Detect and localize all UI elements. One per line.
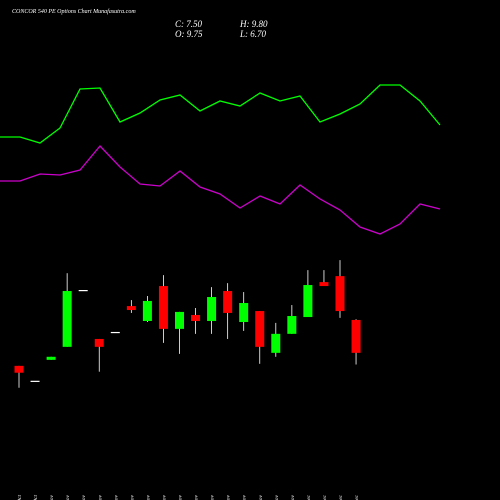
candle-body xyxy=(30,380,40,382)
x-tick-label: 07 Nov xyxy=(81,494,87,500)
candle-body xyxy=(335,276,345,312)
x-tick-label: 02 Dec xyxy=(322,494,328,500)
candle-body xyxy=(14,365,24,373)
open-label: O: 9.75 xyxy=(175,29,203,39)
candle-body xyxy=(319,282,329,287)
x-tick-label: 25 Nov xyxy=(242,494,248,500)
candle-body xyxy=(158,286,168,329)
candle-body xyxy=(175,311,184,329)
candle-body xyxy=(207,297,217,321)
indicator-line xyxy=(0,84,441,144)
x-tick-label: 14 Nov xyxy=(128,494,135,500)
x-tick-label: 03 Dec xyxy=(338,494,344,500)
low-label: L: 6.70 xyxy=(239,29,267,39)
x-tick-label: 04 Nov xyxy=(48,494,55,500)
x-tick-label: 04 Dec xyxy=(353,494,360,500)
candle-body xyxy=(110,331,120,334)
candle-body xyxy=(126,306,136,311)
chart-title: CONCOR 540 PE Options Chart Munafasutra.… xyxy=(12,8,136,15)
x-tick-label: 29 Oct xyxy=(17,495,23,500)
x-tick-label: 21 Nov xyxy=(210,494,216,500)
x-tick-label: 17 Nov xyxy=(145,494,151,500)
high-label: H: 9.80 xyxy=(239,19,268,29)
indicator-line xyxy=(0,145,441,235)
candle-body xyxy=(191,314,201,321)
x-tick-label: 27 Nov xyxy=(274,494,280,500)
x-tick-label: 26 Nov xyxy=(258,494,264,500)
x-tick-label: 13 Nov xyxy=(113,494,119,500)
x-tick-label: 19 Nov xyxy=(178,494,184,500)
close-label: C: 7.50 xyxy=(175,19,203,29)
candle-body xyxy=(142,300,152,321)
x-tick-label: 11 Nov xyxy=(97,494,103,500)
candle-body xyxy=(287,316,297,334)
candle-body xyxy=(255,311,265,347)
x-tick-label: 22 Nov xyxy=(226,494,232,500)
x-tick-label: 28 Nov xyxy=(290,494,296,500)
x-tick-label: 18 Nov xyxy=(161,494,167,500)
candle-body xyxy=(303,285,313,318)
candle-body xyxy=(351,319,361,353)
x-tick-label: 31 Oct xyxy=(33,495,39,500)
candle-body xyxy=(223,291,233,313)
candle-body xyxy=(62,291,72,347)
candle-body xyxy=(46,356,56,360)
x-tick-label: 20 Nov xyxy=(194,494,200,500)
candle-body xyxy=(239,303,249,323)
candle-body xyxy=(94,338,104,347)
candle-body xyxy=(78,290,88,292)
x-tick-label: 01 Dec xyxy=(306,494,312,500)
candle-body xyxy=(271,333,281,353)
x-tick-label: 05 Nov xyxy=(65,494,71,500)
